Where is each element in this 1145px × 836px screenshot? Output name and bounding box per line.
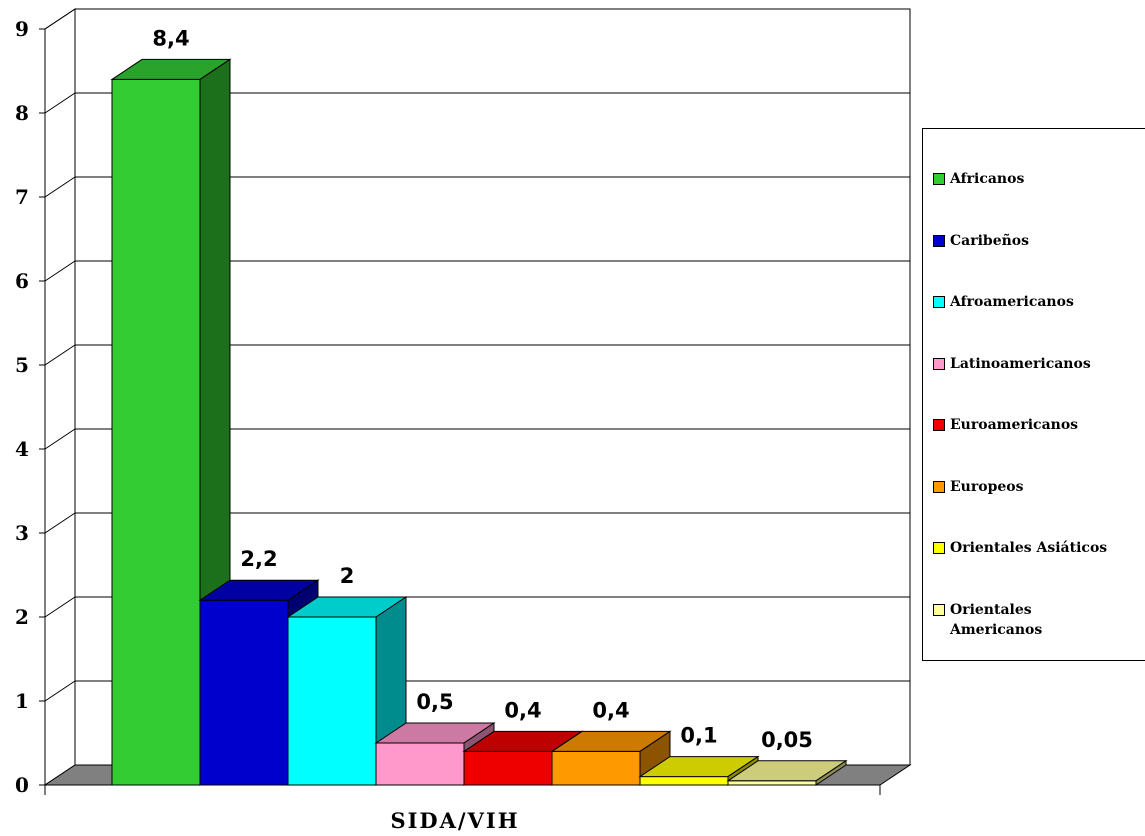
bar	[550, 730, 672, 786]
legend-label: Euroamericanos	[950, 417, 1079, 433]
legend-swatch	[933, 357, 945, 370]
legend: Africanos Caribeños Afroamericanos Latinoam…	[922, 128, 1145, 661]
y-tick-label: 1	[15, 689, 29, 713]
legend-swatch	[933, 296, 945, 308]
gridline-side	[44, 512, 76, 534]
data-label: 0,5	[416, 690, 453, 714]
legend-item: Afroamericanos	[933, 292, 1145, 312]
bar-front	[199, 599, 289, 786]
data-label: 0,4	[592, 698, 629, 722]
bar-front	[727, 780, 817, 786]
legend-item: Africanos	[933, 169, 1145, 189]
legend-swatch	[933, 603, 945, 616]
gridline-side	[44, 428, 76, 450]
legend-label: Orientales Americanos	[950, 601, 1043, 638]
bar-front	[463, 750, 553, 786]
x-axis-label: SIDA/VIH	[390, 808, 519, 833]
y-tick-label: 9	[15, 17, 29, 41]
legend-label: Caribeños	[950, 232, 1030, 249]
legend-item: Caribeños	[933, 231, 1145, 251]
legend-swatch	[933, 173, 945, 185]
legend-label: Afroamericanos	[950, 294, 1074, 310]
gridline-side	[44, 8, 76, 30]
bar-front	[551, 750, 641, 786]
legend-item: Latinoamericanos	[933, 354, 1145, 374]
y-tick-label: 6	[15, 269, 29, 293]
y-tick-label: 5	[15, 353, 29, 377]
legend-item: Euroamericanos	[933, 415, 1145, 435]
data-label: 0,1	[680, 724, 717, 748]
legend-item: Europeos	[933, 477, 1145, 497]
y-tick-label: 8	[15, 101, 29, 125]
plot-side-wall	[44, 8, 76, 786]
gridline-side	[44, 680, 76, 702]
legend-swatch	[933, 480, 945, 493]
legend-label: Latinoamericanos	[950, 355, 1091, 372]
bar	[726, 759, 848, 786]
bar	[110, 58, 232, 786]
bar-front	[639, 776, 729, 786]
legend-item: Orientales Americanos	[933, 600, 1145, 640]
gridline-side	[44, 344, 76, 366]
legend-label: Africanos	[950, 171, 1025, 187]
data-label: 0,05	[761, 728, 813, 752]
data-label: 8,4	[152, 26, 189, 50]
legend-swatch	[933, 234, 945, 247]
gridline-side	[44, 596, 76, 618]
legend-item: Orientales Asiáticos	[933, 538, 1145, 558]
legend-label: Orientales Asiáticos	[950, 540, 1108, 556]
legend-label: Europeos	[950, 478, 1024, 495]
y-tick-label: 7	[15, 185, 29, 209]
y-tick-label: 4	[15, 437, 29, 461]
data-label: 2	[340, 564, 355, 588]
bar-front	[287, 616, 377, 786]
y-tick-label: 3	[15, 521, 29, 545]
gridline-side	[44, 176, 76, 198]
data-label: 0,4	[504, 698, 541, 722]
data-label: 2,2	[240, 547, 277, 571]
bar-side	[815, 759, 847, 786]
y-tick-label: 2	[15, 605, 29, 629]
y-tick-label: 0	[15, 773, 29, 797]
gridline-side	[44, 92, 76, 114]
legend-swatch	[933, 419, 945, 431]
bar-front	[111, 78, 201, 786]
gridline-side	[44, 260, 76, 282]
legend-swatch	[933, 542, 945, 554]
bar-front	[375, 742, 465, 786]
